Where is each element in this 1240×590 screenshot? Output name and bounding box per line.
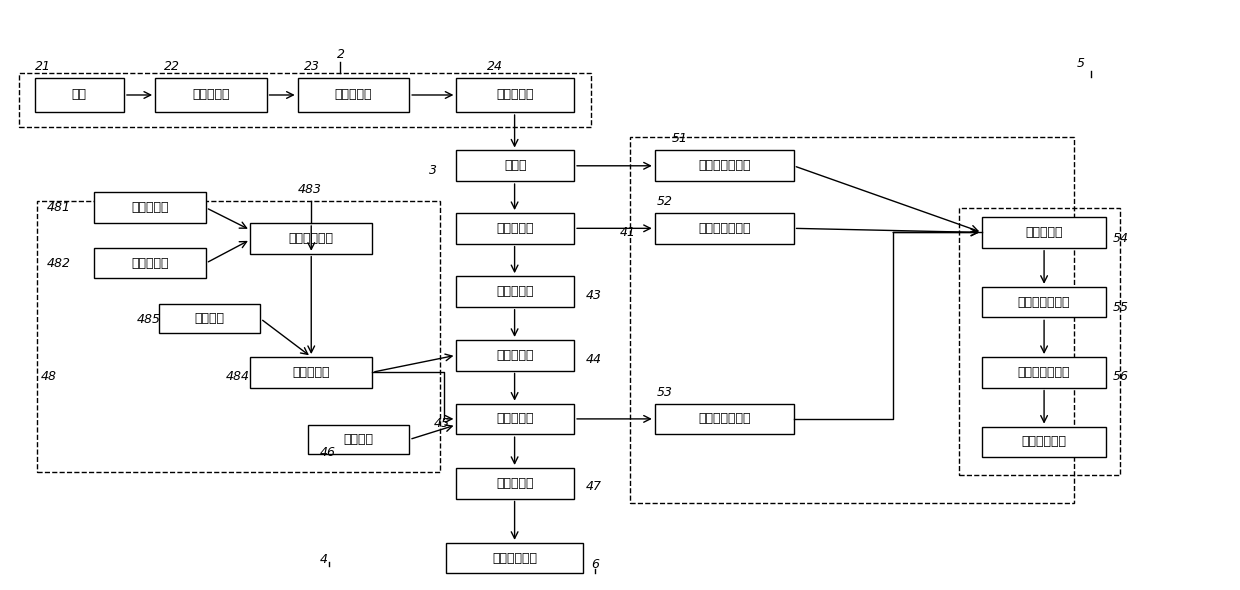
- FancyBboxPatch shape: [308, 425, 409, 454]
- FancyBboxPatch shape: [250, 357, 372, 388]
- Text: 47: 47: [585, 480, 601, 493]
- FancyBboxPatch shape: [456, 213, 574, 244]
- Text: 二次燃烧室: 二次燃烧室: [496, 285, 534, 298]
- Text: 星型卸料器: 星型卸料器: [496, 88, 534, 101]
- Text: 活性炭料罐: 活性炭料罐: [131, 257, 169, 270]
- Text: 2: 2: [337, 48, 345, 61]
- Text: 卧式洗涤塔: 卧式洗涤塔: [496, 477, 534, 490]
- FancyBboxPatch shape: [159, 304, 260, 333]
- Text: 旋风除尘器: 旋风除尘器: [496, 222, 534, 235]
- FancyBboxPatch shape: [94, 192, 206, 223]
- Text: 24: 24: [487, 60, 503, 73]
- FancyBboxPatch shape: [35, 78, 124, 112]
- Text: 46: 46: [320, 446, 336, 459]
- Text: 483: 483: [298, 183, 321, 196]
- FancyBboxPatch shape: [456, 340, 574, 371]
- FancyBboxPatch shape: [982, 357, 1106, 388]
- FancyBboxPatch shape: [655, 404, 794, 434]
- Text: 第二螺旋出灰机: 第二螺旋出灰机: [698, 222, 750, 235]
- Text: 指定堆放地点: 指定堆放地点: [1022, 435, 1066, 448]
- Text: 4: 4: [320, 553, 327, 566]
- Text: 气体排放设备: 气体排放设备: [492, 552, 537, 565]
- Text: 5: 5: [1076, 57, 1084, 70]
- FancyBboxPatch shape: [446, 543, 583, 573]
- Text: 23: 23: [304, 60, 320, 73]
- Text: 482: 482: [47, 257, 71, 270]
- FancyBboxPatch shape: [655, 150, 794, 181]
- Text: 54: 54: [1112, 232, 1128, 245]
- Text: 皮带刮料机: 皮带刮料机: [192, 88, 229, 101]
- FancyBboxPatch shape: [155, 78, 267, 112]
- Text: 485: 485: [136, 313, 160, 326]
- Text: 布袋除尘器: 布袋除尘器: [496, 412, 534, 425]
- Text: 3: 3: [429, 164, 436, 177]
- Text: 第一螺旋出灰机: 第一螺旋出灰机: [698, 159, 750, 172]
- Text: 22: 22: [164, 60, 180, 73]
- Text: 第二风机: 第二风机: [195, 312, 224, 325]
- Text: 52: 52: [657, 195, 673, 208]
- Text: 螺旋喷吹管: 螺旋喷吹管: [293, 366, 330, 379]
- Text: 481: 481: [47, 201, 71, 214]
- Text: 斗式提升机: 斗式提升机: [335, 88, 372, 101]
- FancyBboxPatch shape: [655, 213, 794, 244]
- Text: 犁刀混合器: 犁刀混合器: [1025, 226, 1063, 239]
- Text: 51: 51: [672, 132, 688, 145]
- Text: 48: 48: [41, 371, 57, 384]
- Text: 43: 43: [585, 289, 601, 302]
- FancyBboxPatch shape: [456, 150, 574, 181]
- FancyBboxPatch shape: [94, 248, 206, 278]
- FancyBboxPatch shape: [982, 287, 1106, 317]
- FancyBboxPatch shape: [250, 223, 372, 254]
- Text: 第一风机: 第一风机: [343, 433, 373, 446]
- FancyBboxPatch shape: [456, 78, 574, 112]
- Text: 文丘里混料器: 文丘里混料器: [289, 232, 334, 245]
- Text: 45: 45: [434, 417, 450, 430]
- FancyBboxPatch shape: [982, 427, 1106, 457]
- FancyBboxPatch shape: [298, 78, 409, 112]
- Text: 56: 56: [1112, 371, 1128, 384]
- Text: 第二皮带输送机: 第二皮带输送机: [1018, 366, 1070, 379]
- Text: 半干急冷塔: 半干急冷塔: [496, 349, 534, 362]
- Text: 484: 484: [226, 371, 249, 384]
- Text: 消石灰料罐: 消石灰料罐: [131, 201, 169, 214]
- FancyBboxPatch shape: [982, 217, 1106, 248]
- Text: 料仓: 料仓: [72, 88, 87, 101]
- Text: 第三螺旋出灰机: 第三螺旋出灰机: [698, 412, 750, 425]
- Text: 55: 55: [1112, 301, 1128, 314]
- FancyBboxPatch shape: [456, 404, 574, 434]
- Text: 41: 41: [620, 226, 636, 239]
- Text: 烘干窑: 烘干窑: [503, 159, 527, 172]
- Text: 21: 21: [35, 60, 51, 73]
- Text: 6: 6: [591, 558, 599, 571]
- FancyBboxPatch shape: [456, 468, 574, 499]
- Text: 第一皮带输送机: 第一皮带输送机: [1018, 296, 1070, 309]
- FancyBboxPatch shape: [456, 276, 574, 307]
- Text: 53: 53: [657, 386, 673, 399]
- Text: 44: 44: [585, 353, 601, 366]
